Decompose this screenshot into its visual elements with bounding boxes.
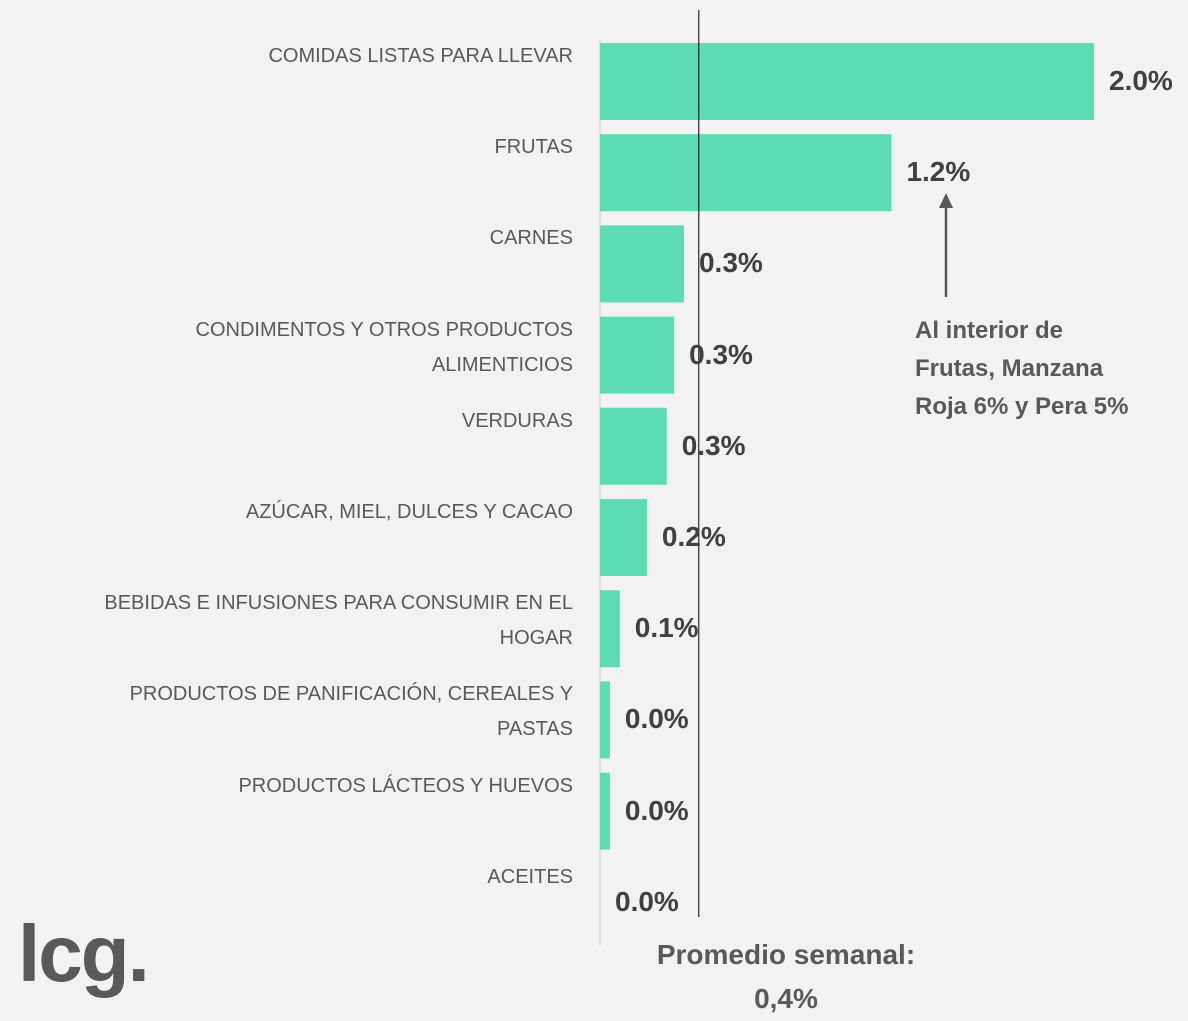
bar — [600, 43, 1094, 120]
bar — [600, 316, 675, 394]
bar — [600, 772, 610, 850]
reference-label: Promedio semanal: 0,4% — [656, 939, 916, 1014]
value-label: 2.0% — [1109, 65, 1173, 96]
annotation: Al interior de Frutas, Manzana Roja 6% y… — [915, 317, 1129, 420]
bar — [600, 225, 684, 303]
category-label: CARNES — [489, 227, 573, 250]
bar — [600, 407, 667, 485]
value-label: 1.2% — [906, 156, 971, 188]
value-label: 0.1% — [634, 612, 699, 644]
bar — [600, 590, 620, 668]
value-label: 0.2% — [661, 521, 726, 552]
category-label: FRUTAS — [494, 136, 573, 159]
bar — [600, 499, 647, 576]
bar — [600, 134, 892, 212]
category-label: COMIDAS LISTAS PARA LLEVAR — [268, 45, 573, 67]
value-label: 0.3% — [698, 247, 763, 279]
category-label: PRODUCTOS LÁCTEOS Y HUEVOS — [238, 774, 573, 797]
logo: lcg. — [18, 909, 150, 998]
value-label: 0.0% — [615, 885, 679, 917]
category-label: VERDURAS — [461, 409, 573, 432]
value-label: 0.3% — [681, 429, 746, 461]
value-label: 0.3% — [689, 338, 753, 370]
category-label: ACEITES — [487, 865, 573, 888]
value-label: 0.0% — [624, 703, 689, 735]
bar — [600, 681, 610, 759]
arrow-head — [939, 193, 953, 208]
category-label: PRODUCTOS DE PANIFICACIÓN, CEREALES Y PA… — [129, 683, 573, 741]
category-label: CONDIMENTOS Y OTROS PRODUCTOS ALIMENTICI… — [195, 318, 573, 376]
category-label: AZÚCAR, MIEL, DULCES Y CACAO — [245, 501, 573, 523]
category-label: BEBIDAS E INFUSIONES PARA CONSUMIR EN EL… — [104, 592, 573, 650]
value-label: 0.0% — [624, 794, 689, 826]
